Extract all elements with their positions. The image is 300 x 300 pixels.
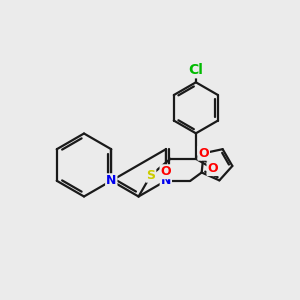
Text: O: O [208,162,218,175]
Text: N: N [161,174,171,187]
Text: O: O [198,147,209,160]
Text: Cl: Cl [188,63,203,77]
Text: O: O [160,165,171,178]
Text: S: S [146,169,155,182]
Text: N: N [106,174,116,187]
